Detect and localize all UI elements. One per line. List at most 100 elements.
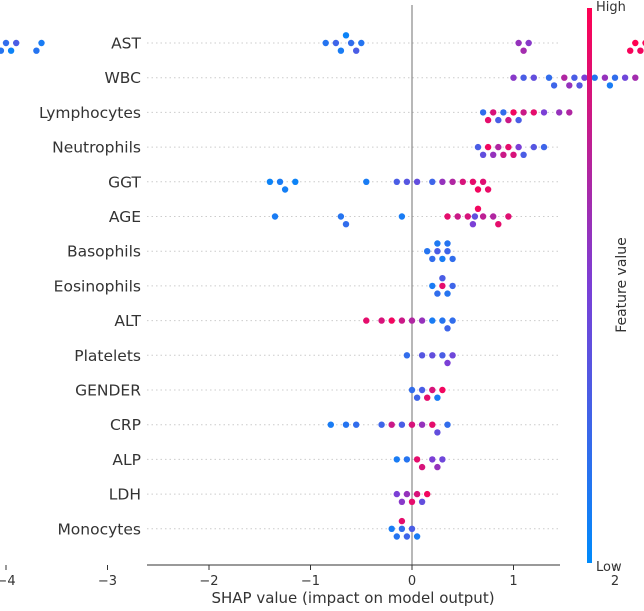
- shap-point-gender: [429, 386, 436, 394]
- shap-point-wbc: [566, 82, 573, 89]
- shap-point-monocytes: [398, 525, 406, 532]
- shap-point-gender: [434, 394, 441, 401]
- shap-point-ggt: [292, 178, 299, 185]
- shap-point-basophils: [434, 248, 441, 255]
- shap-point-lymphocytes: [566, 109, 573, 116]
- shap-point-ast: [33, 47, 40, 54]
- shap-point-lymphocytes: [479, 109, 487, 116]
- feature-label-ast: AST: [111, 35, 141, 53]
- shap-point-platelets: [449, 352, 456, 359]
- shap-point-age: [454, 213, 461, 220]
- shap-point-alp: [393, 456, 400, 463]
- shap-point-ggt: [281, 186, 289, 193]
- shap-point-age: [444, 213, 451, 220]
- x-tick-label: −1: [301, 574, 320, 589]
- shap-point-basophils: [444, 248, 451, 255]
- shap-point-lymphocytes: [520, 109, 527, 116]
- shap-point-wbc: [606, 82, 614, 89]
- shap-point-neutrophils: [500, 151, 507, 158]
- feature-label-ldh: LDH: [109, 486, 141, 504]
- shap-point-monocytes: [413, 533, 421, 540]
- shap-point-ast: [632, 39, 639, 47]
- shap-point-age: [471, 213, 479, 220]
- shap-point-ggt: [363, 178, 370, 185]
- shap-point-basophils: [424, 248, 431, 255]
- shap-point-age: [474, 205, 482, 212]
- shap-point-age: [505, 213, 512, 220]
- shap-point-platelets: [429, 352, 436, 359]
- shap-point-ldh: [413, 490, 421, 498]
- shap-point-ast: [347, 39, 355, 47]
- shap-point-crp: [388, 421, 395, 428]
- shap-point-ast: [637, 47, 644, 54]
- shap-point-neutrophils: [510, 151, 517, 158]
- shap-point-eosinophils: [429, 282, 436, 290]
- shap-point-ldh: [393, 490, 400, 498]
- shap-point-platelets: [403, 352, 411, 359]
- x-tick-label: 0: [408, 574, 416, 589]
- shap-point-neutrophils: [530, 143, 537, 151]
- feature-label-lymphocytes: Lymphocytes: [39, 104, 141, 122]
- shap-point-ast: [525, 39, 532, 47]
- x-axis-title: SHAP value (impact on model output): [211, 589, 494, 607]
- x-tick-label: −2: [199, 574, 218, 589]
- feature-label-eosinophils: Eosinophils: [54, 277, 141, 295]
- shap-point-crp: [418, 421, 426, 428]
- shap-point-eosinophils: [439, 282, 446, 290]
- shap-point-crp: [327, 421, 334, 428]
- shap-point-ast: [332, 39, 340, 47]
- feature-rows: AST WBC Lymphocytes Neutrophils GGT AGE Basoph…: [39, 35, 560, 538]
- shap-point-platelets: [444, 359, 451, 367]
- shap-point-monocytes: [393, 533, 400, 540]
- shap-point-ast: [520, 47, 527, 54]
- shap-point-alt: [388, 317, 395, 324]
- shap-point-ggt: [276, 178, 284, 185]
- shap-point-ast: [7, 47, 15, 54]
- shap-point-lymphocytes: [495, 116, 502, 124]
- shap-point-alp: [403, 456, 411, 463]
- shap-point-age: [398, 213, 406, 220]
- shap-point-basophils: [429, 255, 436, 263]
- shap-point-neutrophils: [505, 143, 512, 151]
- shap-point-wbc: [545, 74, 553, 81]
- shap-point-wbc: [601, 74, 609, 81]
- shap-point-alt: [418, 317, 426, 324]
- shap-point-age: [490, 213, 497, 220]
- feature-label-wbc: WBC: [104, 69, 141, 87]
- shap-point-ast: [337, 47, 345, 54]
- colorbar-high-label: High: [596, 0, 626, 15]
- shap-point-lymphocytes: [530, 109, 537, 116]
- shap-point-platelets: [418, 352, 426, 359]
- shap-point-eosinophils: [434, 290, 441, 297]
- shap-point-neutrophils: [520, 151, 527, 158]
- shap-point-ggt: [484, 186, 492, 193]
- shap-point-lymphocytes: [505, 116, 512, 124]
- shap-point-age: [469, 221, 477, 228]
- shap-point-age: [271, 213, 279, 220]
- shap-point-ldh: [418, 498, 426, 505]
- shap-point-alt: [378, 317, 385, 324]
- shap-point-basophils: [439, 255, 446, 263]
- feature-label-neutrophils: Neutrophils: [52, 139, 141, 157]
- shap-point-ast: [13, 39, 20, 47]
- shap-point-lymphocytes: [490, 109, 497, 116]
- shap-point-ast: [322, 39, 329, 47]
- shap-point-ggt: [474, 186, 482, 193]
- shap-point-lymphocytes: [540, 109, 548, 116]
- shap-point-lymphocytes: [510, 109, 517, 116]
- shap-point-ggt: [266, 178, 274, 185]
- shap-point-monocytes: [408, 525, 416, 532]
- shap-point-crp: [342, 421, 350, 428]
- shap-point-neutrophils: [495, 143, 502, 151]
- shap-point-wbc: [591, 74, 598, 81]
- shap-point-wbc: [510, 74, 517, 81]
- shap-point-crp: [353, 421, 360, 428]
- feature-label-platelets: Platelets: [74, 347, 141, 365]
- shap-point-lymphocytes: [484, 116, 492, 124]
- shap-point-wbc: [576, 82, 583, 89]
- shap-point-alp: [413, 456, 421, 463]
- shap-point-crp: [408, 421, 416, 428]
- shap-point-ast: [0, 47, 5, 54]
- shap-point-crp: [398, 421, 406, 428]
